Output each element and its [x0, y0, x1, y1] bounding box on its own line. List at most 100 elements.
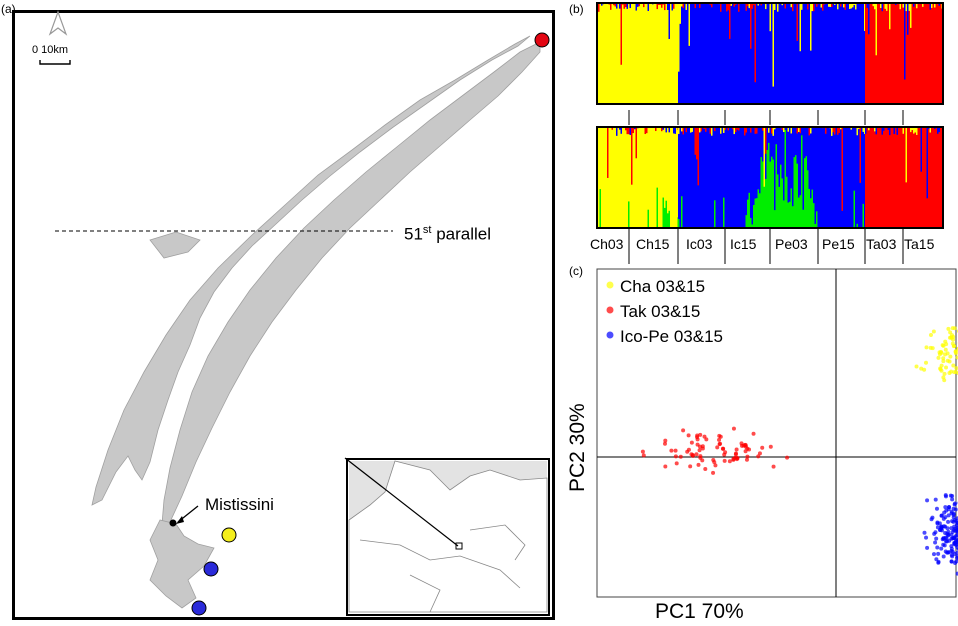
site-marker-blue-1	[203, 561, 219, 577]
legend-marker	[606, 306, 614, 314]
pca-point	[935, 521, 940, 526]
pca-point	[760, 445, 765, 450]
pca-point	[949, 553, 954, 558]
pca-point	[934, 557, 939, 562]
pca-point	[936, 551, 941, 556]
pca-point	[703, 466, 708, 471]
pca-point	[953, 540, 958, 545]
pca-point	[941, 554, 946, 559]
pca-point	[949, 544, 954, 549]
pca-legend: Cha 03&15 Tak 03&15 Ico-Pe 03&15	[606, 277, 723, 346]
pca-point	[722, 458, 727, 463]
pca-point	[678, 454, 683, 459]
pca-point	[943, 524, 948, 529]
site-marker-yellow	[221, 527, 237, 543]
pca-point	[663, 464, 668, 469]
pca-point	[720, 446, 725, 451]
scale-label: 0 10km	[32, 44, 69, 56]
pca-point	[930, 515, 935, 520]
legend-label: Cha 03&15	[620, 277, 705, 296]
north-arrow-icon	[48, 10, 68, 36]
pca-point	[696, 462, 701, 467]
pca-point	[931, 329, 936, 334]
pca-point	[695, 437, 700, 442]
pca-point	[697, 448, 702, 453]
pca-point	[723, 450, 728, 455]
pca-point	[669, 448, 674, 453]
pca-point	[939, 546, 944, 551]
pca-point	[941, 542, 946, 547]
pca-point	[955, 571, 958, 576]
population-label-ta15: Ta15	[904, 236, 935, 252]
pca-point	[950, 326, 955, 331]
pca-point	[641, 453, 646, 458]
pca-point	[914, 364, 919, 369]
population-label-pe03: Pe03	[775, 236, 808, 252]
pca-point	[711, 457, 716, 462]
pca-point	[949, 335, 954, 340]
pca-point	[698, 432, 703, 437]
pca-point	[951, 363, 956, 368]
pca-point	[953, 349, 958, 354]
pca-point	[948, 330, 953, 335]
pca-point	[948, 493, 953, 498]
pca-point	[924, 535, 929, 540]
pca-point	[715, 445, 720, 450]
legend-marker	[606, 331, 614, 339]
pca-point	[936, 355, 941, 360]
pca-point	[663, 438, 668, 443]
pca-point	[734, 447, 739, 452]
pca-point	[949, 532, 954, 537]
pca-point	[740, 443, 745, 448]
pca-point	[718, 441, 723, 446]
pca-point	[952, 344, 957, 349]
pca-point	[673, 448, 678, 453]
pca-point	[673, 454, 678, 459]
pca-point	[950, 497, 955, 502]
inset-pointer-line	[344, 457, 459, 547]
pca-point	[743, 442, 748, 447]
pca-point	[947, 359, 952, 364]
pca-point	[943, 505, 948, 510]
pca-frame	[596, 268, 957, 598]
structure-frame-top	[596, 2, 944, 105]
pca-point	[946, 326, 951, 331]
pca-point	[717, 433, 722, 438]
structure-frame-bottom	[596, 126, 944, 229]
pca-point	[936, 560, 941, 565]
pca-point	[939, 513, 944, 518]
pca-point	[946, 550, 951, 555]
pca-point	[925, 545, 930, 550]
lake-shape-south	[149, 519, 215, 609]
structure-plot-k3	[598, 4, 943, 103]
pca-point	[923, 360, 928, 365]
town-marker	[169, 519, 177, 527]
pca-point	[946, 513, 951, 518]
pca-point	[785, 455, 790, 460]
pca-point	[924, 345, 929, 350]
pca-point	[757, 451, 762, 456]
pca-point	[951, 528, 956, 533]
population-label-ch15: Ch15	[636, 236, 670, 252]
pca-point	[931, 552, 936, 557]
site-marker-blue-2	[191, 600, 207, 616]
pca-point	[949, 536, 954, 541]
pca-point	[704, 437, 709, 442]
pca-point	[694, 452, 699, 457]
population-label-pe15: Pe15	[822, 236, 855, 252]
pca-point	[944, 536, 949, 541]
pca-point	[745, 454, 750, 459]
pca-points	[640, 326, 958, 576]
pca-point	[686, 433, 691, 438]
pca-point	[731, 426, 736, 431]
pca-point	[944, 539, 949, 544]
pca-point	[935, 545, 940, 550]
pca-point	[698, 455, 703, 460]
pca-point	[711, 470, 716, 475]
pca-point	[950, 519, 955, 524]
pca-point	[731, 456, 736, 461]
pca-point	[756, 454, 761, 459]
legend-label: Tak 03&15	[620, 302, 700, 321]
